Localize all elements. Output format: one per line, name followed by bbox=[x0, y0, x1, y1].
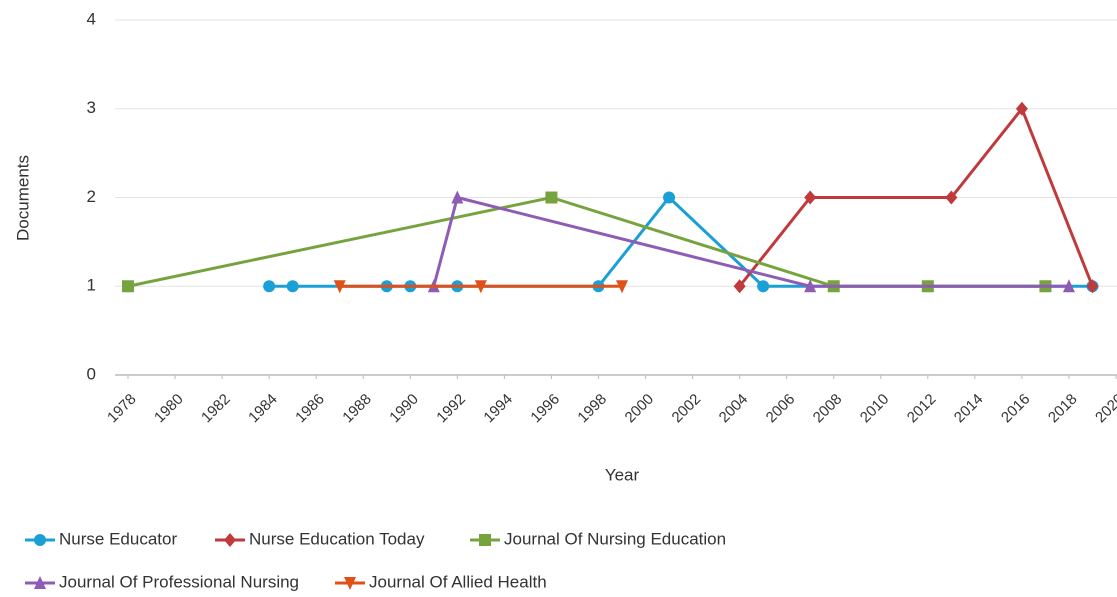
legend-item: Nurse Educator bbox=[25, 529, 177, 548]
marker bbox=[663, 191, 676, 204]
legend-marker bbox=[34, 534, 46, 546]
x-tick-label: 2020 bbox=[1092, 391, 1117, 427]
marker bbox=[286, 280, 299, 293]
x-tick-label: 2018 bbox=[1045, 391, 1081, 427]
marker bbox=[474, 280, 487, 294]
legend-marker bbox=[34, 576, 46, 589]
x-tick-label: 2014 bbox=[951, 391, 987, 427]
series-line bbox=[432, 195, 1069, 288]
legend-label: Journal Of Allied Health bbox=[369, 572, 547, 591]
legend-item: Journal Of Professional Nursing bbox=[25, 572, 299, 591]
marker bbox=[333, 280, 346, 294]
marker bbox=[733, 279, 746, 294]
marker bbox=[1086, 279, 1099, 294]
legend-label: Nurse Educator bbox=[59, 529, 177, 548]
y-tick-label: 3 bbox=[87, 98, 96, 117]
x-axis-label: Year bbox=[605, 465, 640, 484]
y-tick-label: 1 bbox=[87, 276, 96, 295]
x-tick-label: 2012 bbox=[904, 391, 940, 427]
series-line bbox=[269, 195, 1093, 288]
x-tick-label: 2008 bbox=[810, 391, 846, 427]
marker bbox=[122, 280, 134, 293]
x-tick-label: 2016 bbox=[998, 391, 1034, 427]
marker bbox=[545, 191, 558, 204]
y-axis-label: Documents bbox=[13, 155, 32, 241]
x-tick-label: 1990 bbox=[386, 391, 422, 427]
legend-label: Journal Of Professional Nursing bbox=[59, 572, 299, 591]
x-tick-label: 2010 bbox=[857, 391, 893, 427]
series bbox=[333, 280, 628, 294]
x-tick-label: 1988 bbox=[339, 391, 375, 427]
series bbox=[733, 101, 1099, 294]
x-tick-label: 1994 bbox=[480, 391, 516, 427]
marker bbox=[757, 280, 770, 293]
x-tick-label: 1986 bbox=[292, 391, 328, 427]
marker bbox=[804, 279, 817, 293]
x-tick-label: 1996 bbox=[527, 391, 563, 427]
marker bbox=[945, 190, 958, 205]
legend-label: Journal Of Nursing Education bbox=[504, 529, 726, 548]
x-tick-label: 1992 bbox=[433, 391, 469, 427]
legend-item: Journal Of Allied Health bbox=[335, 572, 547, 591]
legend-marker bbox=[344, 577, 356, 590]
series bbox=[427, 190, 1075, 293]
marker bbox=[616, 280, 628, 294]
series-line bbox=[127, 195, 1046, 288]
x-tick-label: 1978 bbox=[104, 391, 140, 427]
y-tick-label: 2 bbox=[87, 187, 96, 206]
marker bbox=[263, 280, 276, 293]
x-tick-label: 1984 bbox=[245, 391, 281, 427]
legend-marker bbox=[479, 534, 491, 546]
series bbox=[263, 191, 1099, 293]
x-tick-label: 2002 bbox=[669, 391, 705, 427]
y-tick-label: 0 bbox=[87, 364, 96, 383]
legend-marker bbox=[224, 533, 236, 547]
series bbox=[122, 191, 1052, 293]
marker bbox=[804, 190, 817, 205]
x-tick-label: 1980 bbox=[151, 391, 187, 427]
x-tick-label: 1982 bbox=[198, 391, 234, 427]
y-tick-label: 4 bbox=[87, 9, 96, 28]
legend-label: Nurse Education Today bbox=[249, 529, 425, 548]
marker bbox=[1015, 101, 1028, 116]
legend-item: Journal Of Nursing Education bbox=[470, 529, 726, 548]
legend-item: Nurse Education Today bbox=[215, 529, 425, 548]
x-tick-label: 2006 bbox=[763, 391, 799, 427]
marker bbox=[1062, 279, 1075, 293]
x-tick-label: 1998 bbox=[574, 391, 610, 427]
x-tick-label: 2000 bbox=[622, 391, 658, 427]
x-tick-label: 2004 bbox=[716, 391, 752, 427]
marker bbox=[451, 190, 464, 204]
